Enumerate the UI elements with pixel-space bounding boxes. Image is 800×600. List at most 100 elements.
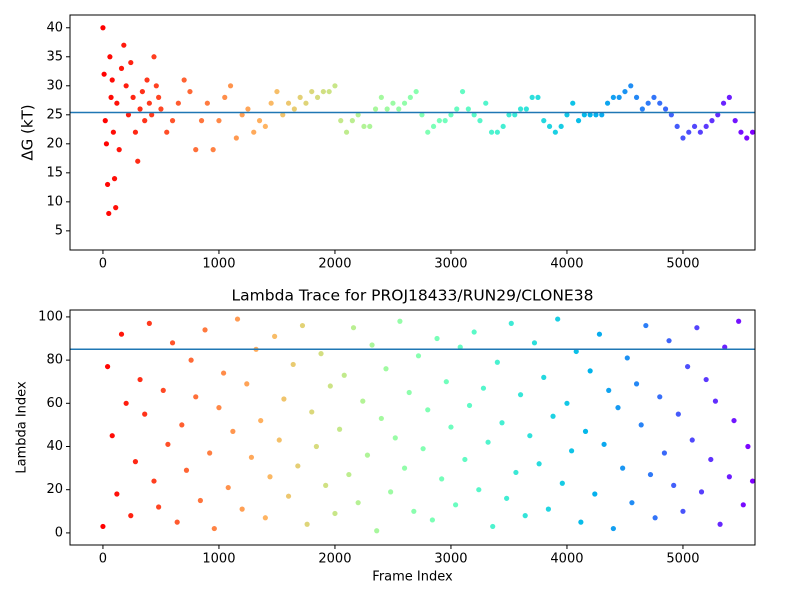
point bbox=[401, 100, 408, 106]
point bbox=[149, 112, 155, 118]
point bbox=[207, 450, 213, 456]
point bbox=[638, 422, 644, 428]
axes-frame bbox=[69, 14, 756, 251]
x-tick-label: 5000 bbox=[666, 552, 699, 567]
point bbox=[703, 123, 709, 130]
point bbox=[128, 513, 134, 519]
point bbox=[137, 106, 143, 112]
y-tick-label: 15 bbox=[46, 165, 63, 180]
point bbox=[722, 344, 728, 350]
point bbox=[535, 94, 541, 100]
point bbox=[197, 497, 203, 504]
point bbox=[596, 331, 603, 337]
point bbox=[268, 100, 274, 106]
point bbox=[280, 112, 286, 118]
point bbox=[606, 387, 612, 393]
point bbox=[462, 456, 468, 463]
point bbox=[388, 489, 394, 495]
point bbox=[281, 396, 287, 402]
point bbox=[164, 129, 170, 135]
point bbox=[726, 474, 732, 480]
point bbox=[661, 450, 668, 456]
point bbox=[527, 433, 533, 439]
point bbox=[689, 437, 695, 443]
point bbox=[116, 147, 122, 153]
point bbox=[545, 506, 551, 512]
point bbox=[483, 100, 489, 106]
point bbox=[448, 112, 454, 118]
point bbox=[633, 94, 640, 100]
point bbox=[239, 506, 245, 512]
point bbox=[697, 129, 703, 135]
point bbox=[508, 320, 514, 326]
x-tick-label: 1000 bbox=[202, 257, 235, 272]
point bbox=[256, 118, 263, 124]
point bbox=[146, 320, 152, 326]
y-axis-label: ΔG (kT) bbox=[19, 104, 37, 160]
point bbox=[628, 83, 634, 89]
point bbox=[183, 467, 190, 473]
point bbox=[227, 83, 234, 89]
point bbox=[130, 94, 136, 100]
point bbox=[573, 348, 579, 355]
point bbox=[291, 106, 297, 112]
point bbox=[202, 327, 208, 333]
point bbox=[101, 71, 107, 77]
point bbox=[523, 106, 529, 112]
point bbox=[114, 491, 120, 497]
point bbox=[568, 448, 575, 454]
point bbox=[210, 147, 216, 153]
x-tick-label: 1000 bbox=[202, 552, 235, 567]
point bbox=[647, 471, 654, 478]
x-tick-label: 2000 bbox=[318, 257, 351, 272]
y-tick-label: 20 bbox=[46, 136, 63, 151]
point bbox=[169, 340, 176, 346]
point bbox=[452, 502, 459, 508]
point bbox=[355, 500, 361, 506]
point bbox=[216, 405, 222, 411]
point bbox=[488, 129, 495, 135]
y-tick-label: 0 bbox=[55, 525, 63, 540]
point bbox=[113, 205, 119, 211]
point bbox=[233, 135, 239, 141]
point bbox=[413, 88, 419, 95]
point bbox=[439, 476, 445, 482]
point bbox=[158, 106, 164, 112]
point bbox=[604, 100, 611, 106]
point bbox=[383, 366, 389, 372]
point bbox=[299, 322, 306, 329]
point bbox=[151, 54, 157, 60]
point bbox=[662, 106, 669, 112]
point bbox=[490, 523, 496, 530]
point bbox=[230, 428, 236, 434]
point bbox=[211, 525, 217, 532]
point bbox=[100, 523, 106, 530]
point bbox=[633, 381, 640, 387]
axes-frame bbox=[69, 309, 756, 546]
x-tick-label: 3000 bbox=[434, 257, 467, 272]
point bbox=[680, 508, 686, 514]
point bbox=[434, 335, 440, 342]
point bbox=[531, 340, 538, 346]
point bbox=[593, 112, 599, 118]
point bbox=[512, 112, 518, 118]
point bbox=[314, 94, 321, 100]
point bbox=[720, 100, 727, 106]
point bbox=[369, 342, 375, 348]
point bbox=[174, 519, 180, 525]
point bbox=[338, 118, 344, 124]
point bbox=[107, 54, 113, 60]
point bbox=[276, 437, 282, 443]
point bbox=[477, 118, 483, 124]
y-tick-label: 30 bbox=[46, 78, 63, 93]
point bbox=[616, 94, 622, 100]
point bbox=[476, 487, 482, 493]
point bbox=[686, 129, 692, 135]
point bbox=[390, 100, 396, 106]
point bbox=[407, 94, 413, 100]
point bbox=[494, 359, 500, 365]
point bbox=[708, 456, 714, 463]
point bbox=[187, 88, 193, 95]
point bbox=[529, 94, 535, 100]
point bbox=[715, 112, 721, 118]
